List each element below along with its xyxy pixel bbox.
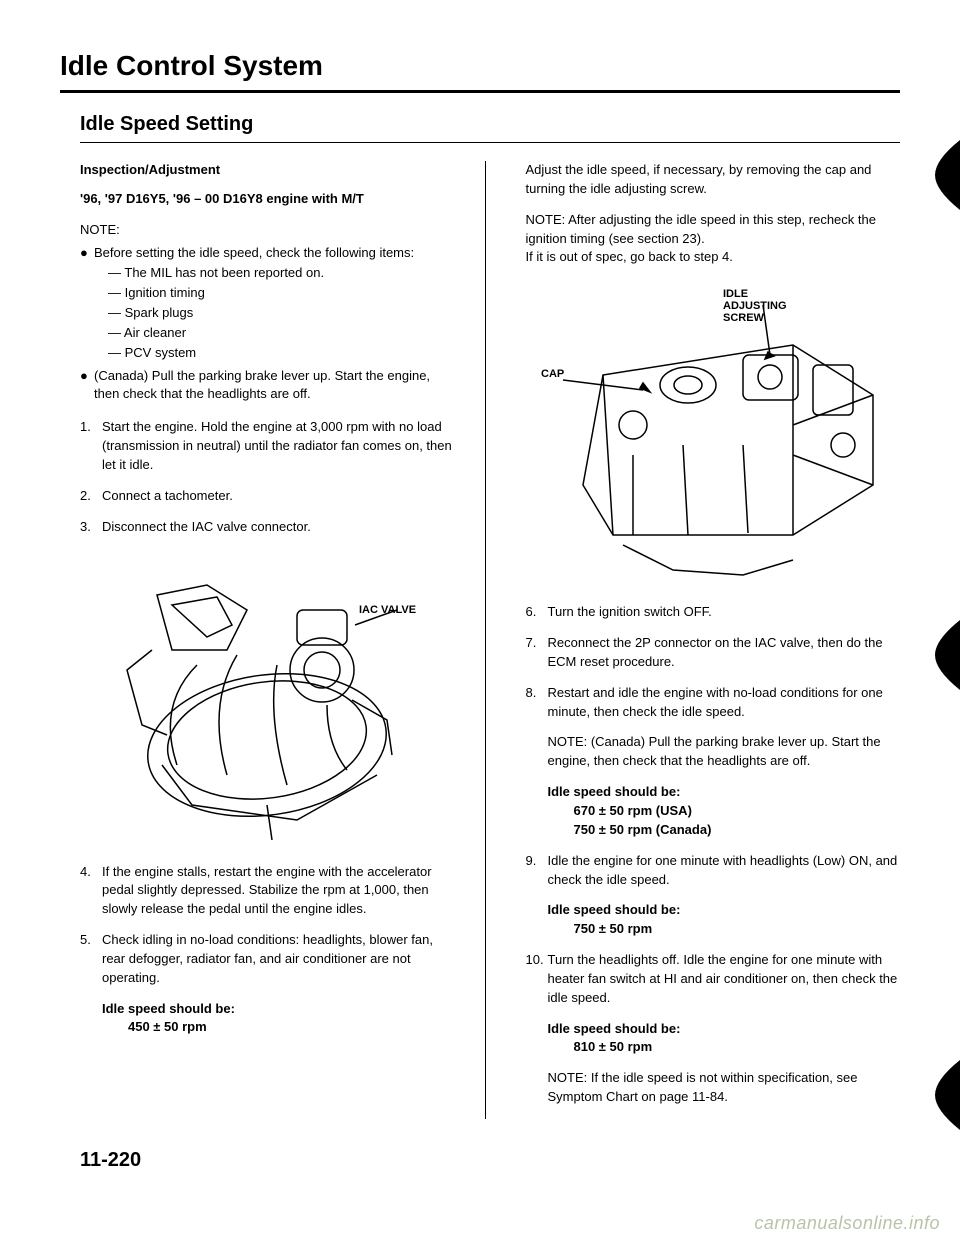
step-item: 10. Turn the headlights off. Idle the en…	[526, 951, 901, 1008]
note-text: NOTE: After adjusting the idle speed in …	[526, 211, 901, 249]
step-item: 1. Start the engine. Hold the engine at …	[80, 418, 455, 475]
step-text: Start the engine. Hold the engine at 3,0…	[102, 418, 455, 475]
bullet-icon: ●	[80, 244, 94, 263]
page-number: 11-220	[80, 1149, 900, 1172]
watermark-text: carmanualsonline.info	[754, 1213, 940, 1234]
throttle-body-diagram: CAP IDLE ADJUSTING SCREW	[526, 285, 901, 585]
step-item: 8. Restart and idle the engine with no-l…	[526, 684, 901, 722]
spec-label: Idle speed should be:	[102, 1000, 455, 1019]
step-text: Check idling in no-load conditions: head…	[102, 931, 455, 988]
bullet-item: ● (Canada) Pull the parking brake lever …	[80, 367, 455, 405]
screw-label-3: SCREW	[723, 312, 765, 324]
step-text: If the engine stalls, restart the engine…	[102, 863, 455, 920]
note-text: If it is out of spec, go back to step 4.	[526, 248, 901, 267]
cap-label: CAP	[541, 368, 564, 380]
bullet-text: Before setting the idle speed, check the…	[94, 244, 414, 263]
step-number: 7.	[526, 634, 548, 672]
step-text: Turn the headlights off. Idle the engine…	[548, 951, 901, 1008]
bullet-text: (Canada) Pull the parking brake lever up…	[94, 367, 455, 405]
screw-label-1: IDLE	[723, 288, 748, 300]
step-text: Idle the engine for one minute with head…	[548, 852, 901, 890]
step-text: Reconnect the 2P connector on the IAC va…	[548, 634, 901, 672]
spec-label: Idle speed should be:	[548, 1020, 901, 1039]
dash-item: — Ignition timing	[80, 284, 455, 303]
iac-valve-label: IAC VALVE	[359, 604, 416, 616]
engine-spec: '96, '97 D16Y5, '96 – 00 D16Y8 engine wi…	[80, 190, 455, 209]
divider-thin	[80, 142, 900, 143]
edge-tab-marks	[920, 0, 960, 1242]
step-text: Disconnect the IAC valve connector.	[102, 518, 455, 537]
spec-value: 450 ± 50 rpm	[102, 1018, 455, 1037]
iac-valve-diagram: IAC VALVE	[80, 555, 455, 845]
spec-label: Idle speed should be:	[548, 783, 901, 802]
dash-item: — PCV system	[80, 344, 455, 363]
dash-item: — Air cleaner	[80, 324, 455, 343]
page-main-title: Idle Control System	[60, 50, 900, 82]
idle-spec-block: Idle speed should be: 810 ± 50 rpm	[548, 1020, 901, 1058]
step-item: 3. Disconnect the IAC valve connector.	[80, 518, 455, 537]
bullet-icon: ●	[80, 367, 94, 405]
step-number: 4.	[80, 863, 102, 920]
step-number: 10.	[526, 951, 548, 1008]
note-text: NOTE: (Canada) Pull the parking brake le…	[548, 733, 901, 771]
spec-value: 750 ± 50 rpm	[548, 920, 901, 939]
inspection-heading: Inspection/Adjustment	[80, 161, 455, 180]
intro-text: Adjust the idle speed, if necessary, by …	[526, 161, 901, 199]
idle-spec-block: Idle speed should be: 450 ± 50 rpm	[102, 1000, 455, 1038]
step-item: 2. Connect a tachometer.	[80, 487, 455, 506]
final-note: NOTE: If the idle speed is not within sp…	[548, 1069, 901, 1107]
spec-value: 750 ± 50 rpm (Canada)	[548, 821, 901, 840]
step-text: Connect a tachometer.	[102, 487, 455, 506]
step-number: 1.	[80, 418, 102, 475]
note-label: NOTE:	[80, 221, 455, 240]
step-item: 4. If the engine stalls, restart the eng…	[80, 863, 455, 920]
step-number: 3.	[80, 518, 102, 537]
idle-spec-block: Idle speed should be: 750 ± 50 rpm	[548, 901, 901, 939]
step-number: 8.	[526, 684, 548, 722]
step-text: Turn the ignition switch OFF.	[548, 603, 901, 622]
right-column: Adjust the idle speed, if necessary, by …	[526, 161, 901, 1119]
step-number: 2.	[80, 487, 102, 506]
step-item: 5. Check idling in no-load conditions: h…	[80, 931, 455, 988]
step-item: 6. Turn the ignition switch OFF.	[526, 603, 901, 622]
spec-value: 810 ± 50 rpm	[548, 1038, 901, 1057]
dash-item: — The MIL has not been reported on.	[80, 264, 455, 283]
screw-label-2: ADJUSTING	[723, 300, 787, 312]
page-sub-title: Idle Speed Setting	[80, 113, 900, 136]
dash-item: — Spark plugs	[80, 304, 455, 323]
spec-value: 670 ± 50 rpm (USA)	[548, 802, 901, 821]
step-number: 9.	[526, 852, 548, 890]
bullet-item: ● Before setting the idle speed, check t…	[80, 244, 455, 263]
step-number: 5.	[80, 931, 102, 988]
spec-label: Idle speed should be:	[548, 901, 901, 920]
step-item: 9. Idle the engine for one minute with h…	[526, 852, 901, 890]
step-text: Restart and idle the engine with no-load…	[548, 684, 901, 722]
step-item: 7. Reconnect the 2P connector on the IAC…	[526, 634, 901, 672]
step-number: 6.	[526, 603, 548, 622]
divider-thick	[60, 90, 900, 93]
idle-spec-block: Idle speed should be: 670 ± 50 rpm (USA)…	[548, 783, 901, 840]
left-column: Inspection/Adjustment '96, '97 D16Y5, '9…	[80, 161, 486, 1119]
